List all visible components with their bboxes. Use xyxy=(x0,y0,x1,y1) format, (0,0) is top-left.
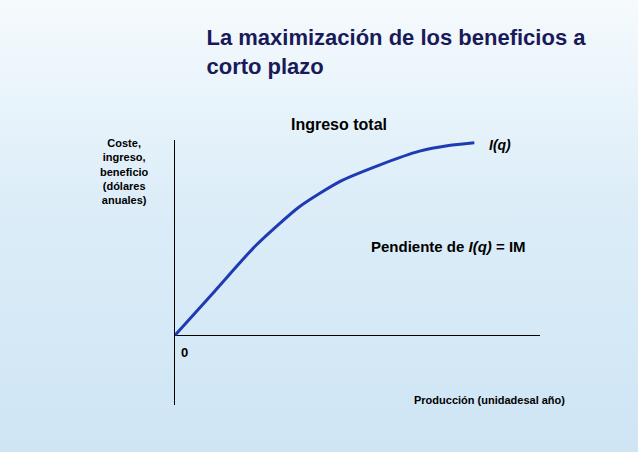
svg-text:La maximización de los benefic: La maximización de los beneficios acorto… xyxy=(206,25,586,79)
svg-text:Pendiente de I(q) = IM: Pendiente de I(q) = IM xyxy=(371,238,526,255)
svg-text:Coste,ingreso,beneficio(dólare: Coste,ingreso,beneficio(dólaresanuales) xyxy=(100,137,149,206)
svg-text:Ingreso total: Ingreso total xyxy=(291,116,387,133)
svg-text:I(q): I(q) xyxy=(489,137,511,153)
svg-text:0: 0 xyxy=(181,345,188,360)
svg-text:Producción (unidadesal año): Producción (unidadesal año) xyxy=(414,394,565,406)
